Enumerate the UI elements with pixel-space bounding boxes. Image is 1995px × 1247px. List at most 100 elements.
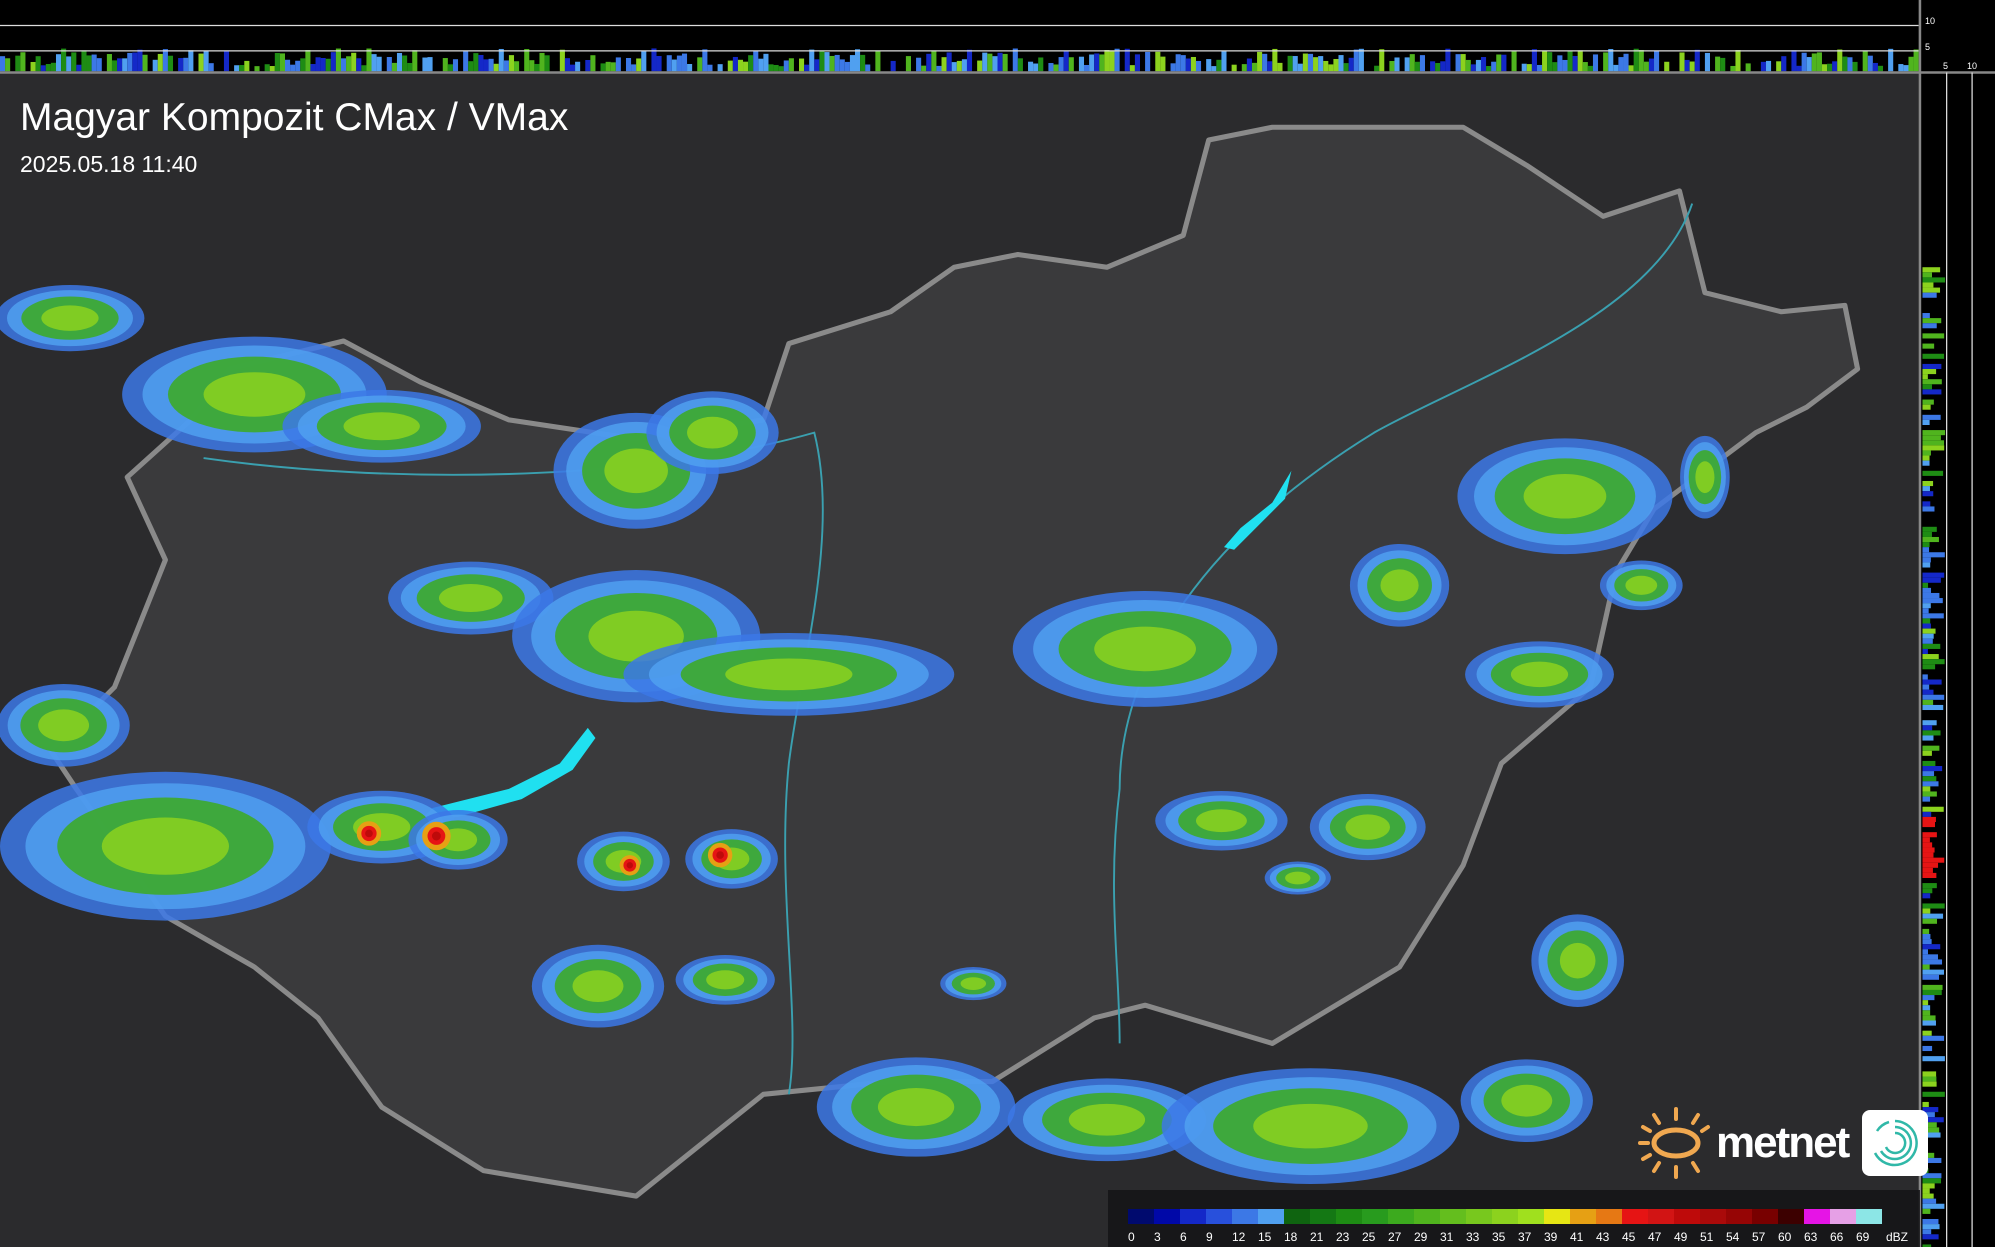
- profile-cell: [76, 64, 82, 72]
- profile-cell: [1922, 1071, 1937, 1077]
- profile-cell: [804, 64, 810, 72]
- profile-cell: [1922, 1188, 1930, 1194]
- radar-echo: [343, 412, 420, 441]
- profile-cell: [564, 58, 570, 72]
- profile-cell: [1922, 847, 1935, 853]
- legend-label: 25: [1362, 1230, 1376, 1244]
- profile-cell: [1922, 547, 1930, 553]
- profile-cell: [1922, 989, 1942, 996]
- profile-cell: [1435, 63, 1441, 72]
- profile-cell: [1297, 63, 1303, 72]
- legend-label: 45: [1622, 1230, 1636, 1244]
- radar-echo: [1285, 871, 1311, 885]
- legend-swatch: [1518, 1209, 1544, 1224]
- profile-cell: [1760, 61, 1766, 72]
- legend-label: 15: [1258, 1230, 1272, 1244]
- profile-cell: [203, 50, 209, 72]
- profile-cell: [152, 59, 158, 72]
- profile-cell: [208, 63, 214, 72]
- profile-cell: [1922, 292, 1937, 298]
- legend-swatch: [1492, 1209, 1518, 1224]
- profile-cell: [1445, 48, 1451, 72]
- profile-cell: [570, 64, 576, 72]
- river-danube: [203, 431, 824, 1095]
- profile-cell: [946, 52, 952, 72]
- profile-cell: [651, 48, 657, 72]
- profile-cell: [1922, 419, 1930, 425]
- profile-cell: [1221, 50, 1227, 72]
- profile-cell: [1877, 65, 1884, 72]
- profile-cell: [1145, 51, 1151, 72]
- profile-cell: [1922, 440, 1945, 446]
- profile-cell: [1922, 837, 1930, 843]
- profile-cell: [1211, 66, 1217, 72]
- profile-cell: [1922, 618, 1931, 624]
- legend-swatch: [1154, 1209, 1180, 1224]
- profile-cell: [1922, 1081, 1937, 1087]
- profile-cell: [1922, 883, 1937, 889]
- lake-tisza: [1223, 470, 1292, 550]
- profile-cell: [1922, 313, 1930, 319]
- profile-cell: [1292, 56, 1298, 72]
- profile-cell: [1623, 53, 1629, 72]
- profile-cell: [1922, 918, 1938, 924]
- profile-cell: [1389, 61, 1395, 72]
- profile-cell: [753, 50, 759, 72]
- profile-cell: [1251, 62, 1258, 72]
- profile-cell: [1922, 638, 1933, 644]
- profile-cell: [1348, 57, 1354, 72]
- profile-cell: [732, 56, 738, 72]
- profile-cell: [1922, 995, 1935, 1001]
- profile-cell: [1922, 587, 1932, 593]
- profile-cell: [1922, 1157, 1942, 1164]
- profile-cell: [5, 58, 11, 72]
- profile-cell: [1440, 61, 1446, 72]
- radar-echo: [706, 970, 745, 990]
- profile-cell: [1922, 867, 1933, 873]
- profile-cell: [1745, 63, 1751, 72]
- profile-cell: [707, 64, 713, 72]
- profile-cell: [1922, 654, 1939, 660]
- profile-cell: [1922, 913, 1944, 919]
- radar-echo: [725, 658, 853, 691]
- profile-cell: [1486, 66, 1492, 72]
- profile-cell: [534, 63, 540, 72]
- profile-cell: [1613, 64, 1619, 72]
- radar-echo: [438, 584, 503, 613]
- profile-cell: [1231, 64, 1237, 72]
- profile-cell: [1922, 659, 1945, 665]
- profile-cell: [1796, 65, 1802, 72]
- profile-cell: [1922, 501, 1931, 507]
- profile-cell: [1358, 48, 1364, 72]
- profile-cell: [865, 64, 871, 72]
- profile-cell: [687, 63, 693, 72]
- legend-unit: dBZ: [1886, 1230, 1909, 1244]
- profile-cell: [849, 55, 855, 72]
- profile-cell: [1922, 888, 1933, 894]
- profile-cell: [1536, 64, 1543, 72]
- reflectivity-legend: 0 3 6 9 12 15 18 21 23 25 27 29 31 33 35 37 39 41 43 45 47 49…: [1108, 1190, 1920, 1247]
- profile-cell: [1922, 323, 1937, 329]
- profile-cell: [117, 58, 123, 72]
- legend-label: 33: [1466, 1230, 1480, 1244]
- profile-cell: [1922, 730, 1941, 736]
- profile-cell: [1922, 404, 1931, 410]
- profile-cell: [1394, 57, 1400, 72]
- profile-cell: [1307, 53, 1314, 72]
- profile-cell: [860, 54, 866, 72]
- profile-cell: [1089, 54, 1095, 72]
- radar-echo: [1094, 626, 1196, 672]
- profile-cell: [391, 62, 397, 72]
- profile-cell: [1618, 57, 1624, 72]
- profile-cell: [1922, 832, 1937, 838]
- profile-cell: [1922, 318, 1942, 324]
- profile-cell: [1922, 277, 1946, 283]
- profile-cell: [269, 66, 275, 72]
- profile-cell: [0, 56, 6, 72]
- profile-cell: [1922, 399, 1934, 405]
- profile-cell: [1922, 414, 1941, 420]
- radar-echoes: [0, 285, 1730, 1185]
- profile-cell: [1922, 1244, 1932, 1247]
- profile-cell: [137, 49, 143, 72]
